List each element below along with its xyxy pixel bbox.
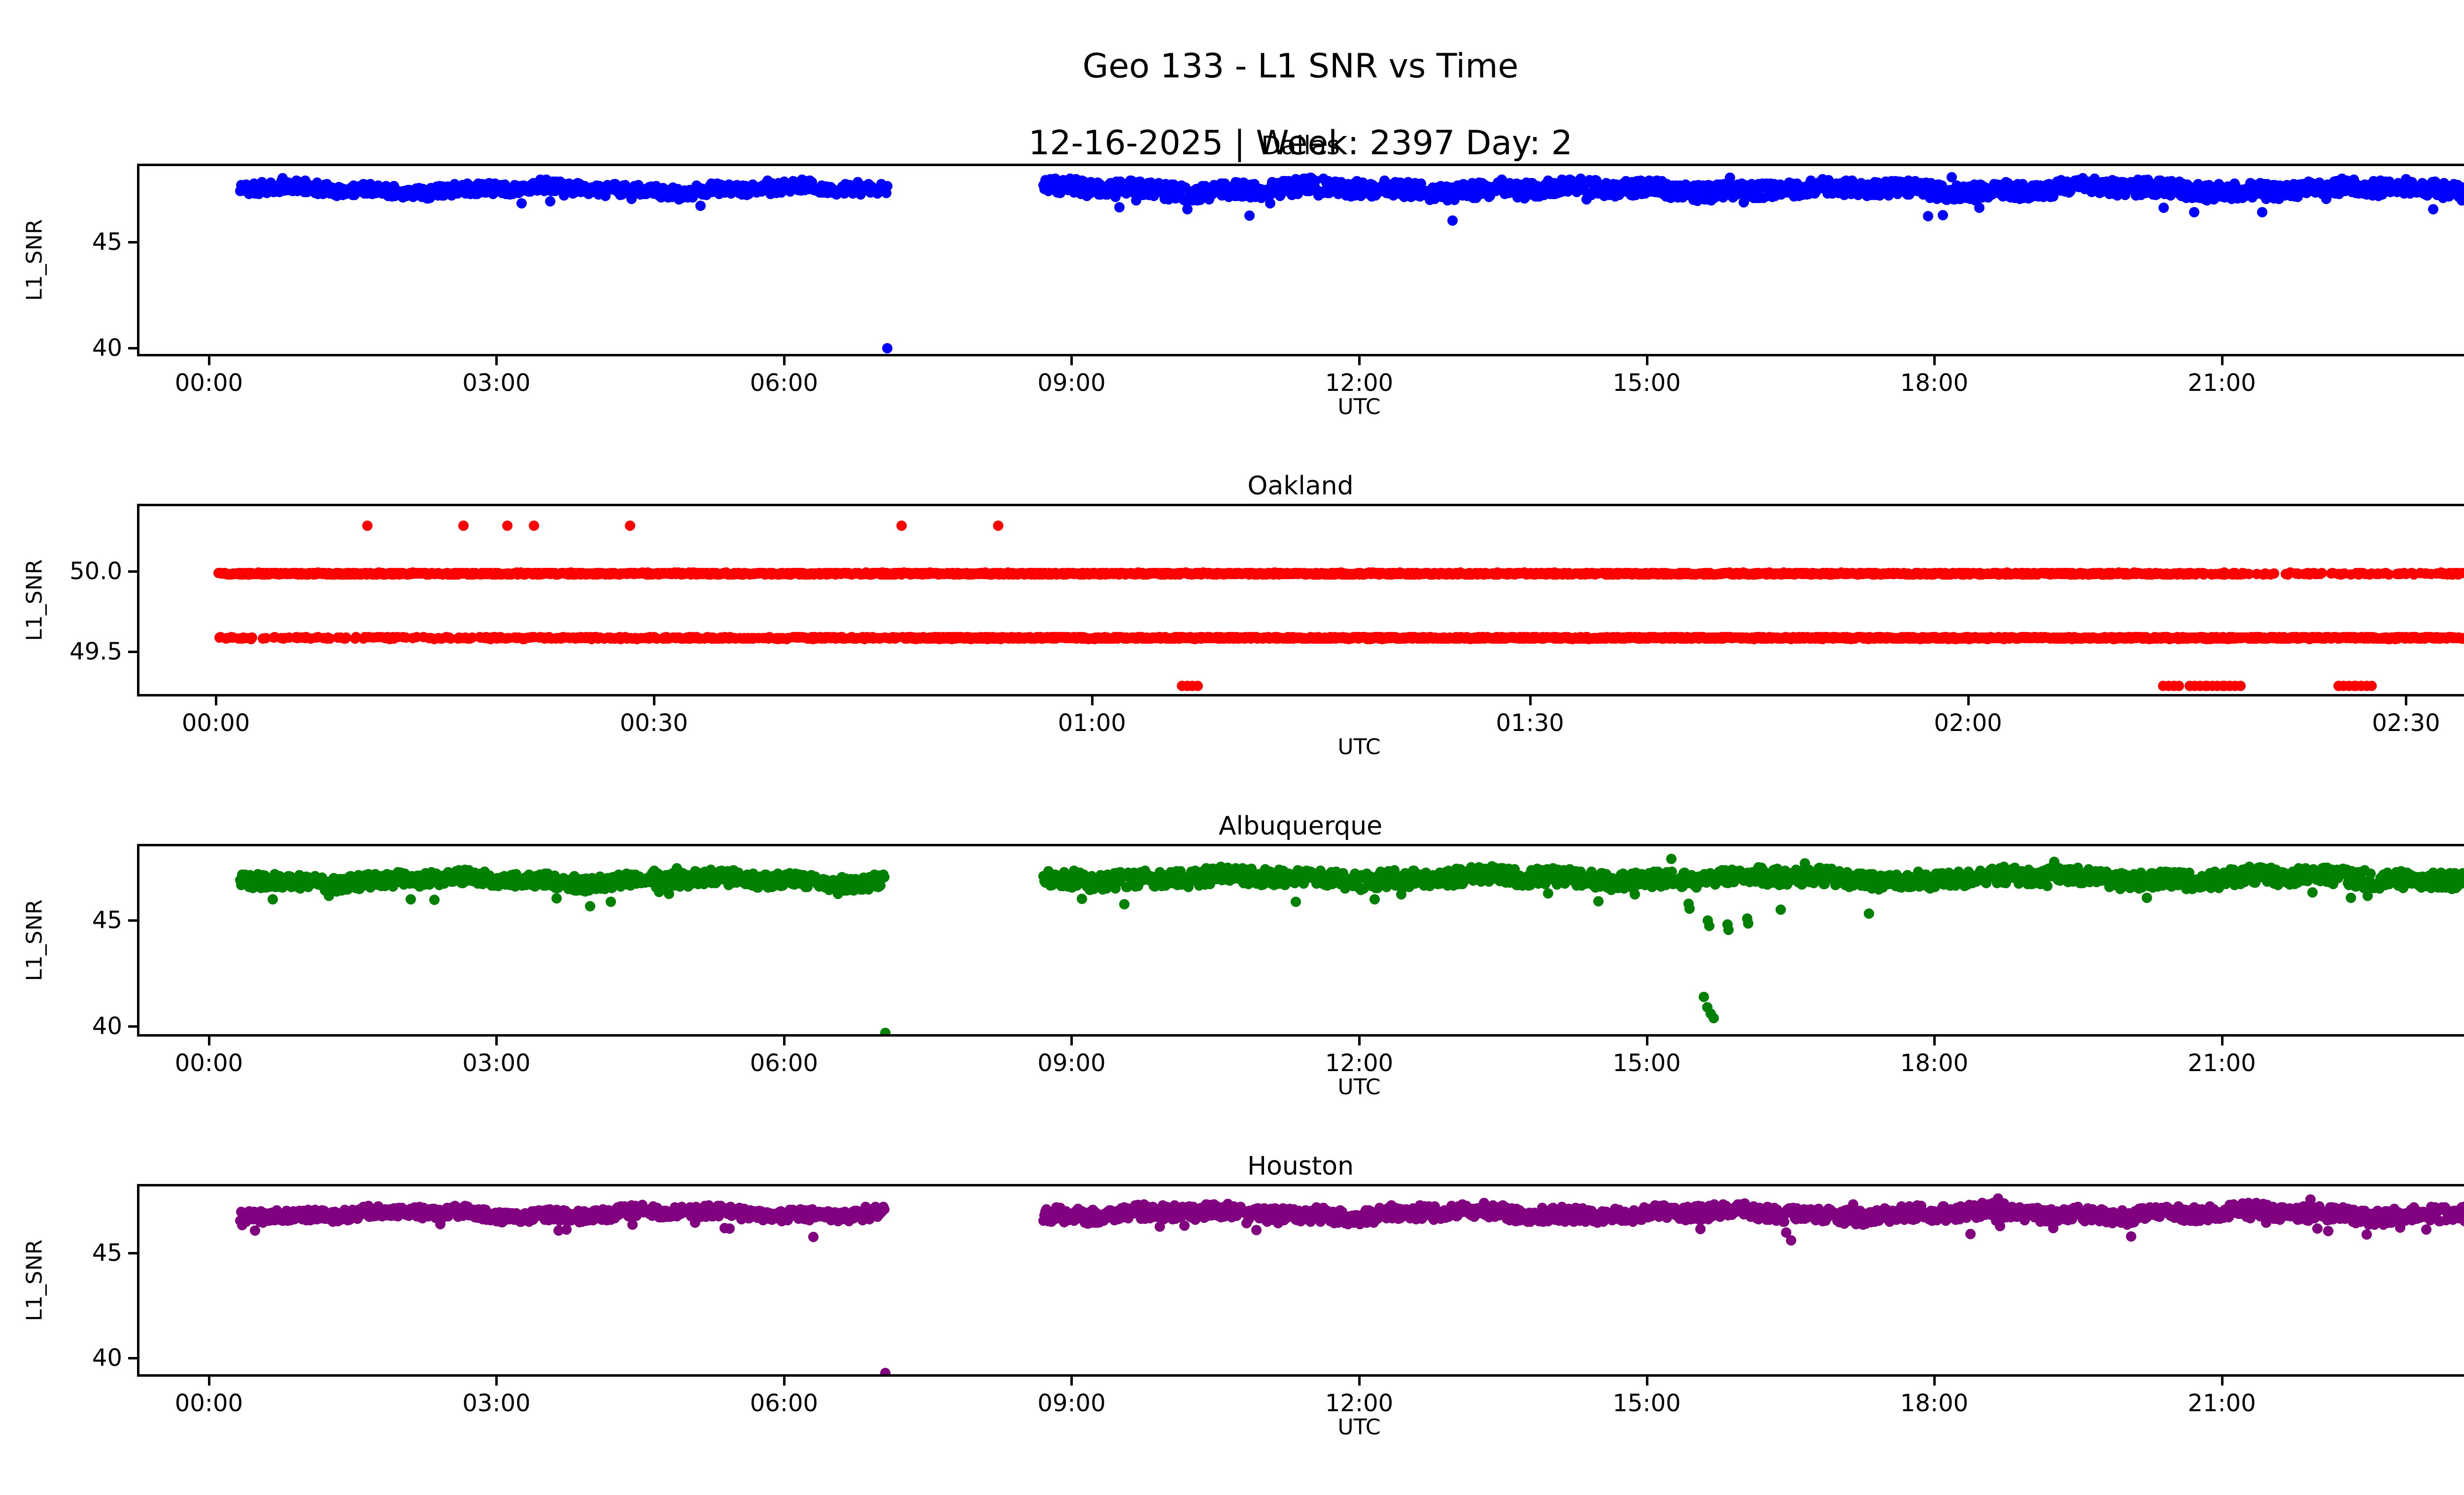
data-point [1974, 202, 1985, 213]
x-tick-label: 03:00 [462, 369, 531, 397]
figure-title: Geo 133 - L1 SNR vs Time 12-16-2025 | We… [0, 9, 2464, 163]
plot-area-oakland [137, 504, 2464, 696]
x-tick-label: 18:00 [1900, 369, 1969, 397]
data-point [516, 198, 527, 209]
data-point [545, 196, 556, 207]
data-point [695, 201, 706, 211]
x-tick-mark [783, 356, 786, 365]
data-point [1244, 210, 1255, 221]
data-point [1922, 210, 1933, 221]
x-tick-label: 12:00 [1325, 369, 1394, 397]
y-tick-label: 45 [92, 228, 122, 256]
y-tick-label: 40 [92, 334, 122, 362]
data-point [2428, 204, 2438, 215]
figure-title-line2: 12-16-2025 | Week: 2397 Day: 2 [1028, 124, 1573, 163]
data-point [2158, 203, 2169, 213]
x-axis-label: UTC [1337, 394, 1381, 419]
x-tick-label: 06:00 [750, 369, 819, 397]
figure-title-line1: Geo 133 - L1 SNR vs Time [1082, 47, 1519, 86]
plot-area-dallas [137, 164, 2464, 356]
data-point [1937, 210, 1948, 221]
x-tick-mark [1933, 356, 1936, 365]
data-point [2316, 568, 2327, 578]
x-tick-mark [495, 356, 498, 365]
data-point [2268, 568, 2279, 579]
x-tick-mark [1358, 356, 1361, 365]
subplot-title-dallas: Dallas [1261, 131, 1340, 161]
x-tick-mark [1645, 356, 1648, 365]
subplot-title-oakland: Oakland [1247, 471, 1354, 501]
x-tick-label: 21:00 [2188, 369, 2256, 397]
data-point [882, 343, 892, 354]
data-point [1265, 198, 1276, 209]
x-tick-label: 00:00 [174, 369, 243, 397]
x-tick-mark [207, 356, 210, 365]
data-point [2257, 207, 2268, 217]
y-tick-mark [128, 241, 137, 243]
data-point [1114, 202, 1125, 212]
data-point [2189, 207, 2200, 217]
x-tick-label: 09:00 [1037, 369, 1106, 397]
y-axis-label: L1_SNR [22, 219, 47, 301]
x-tick-mark [1070, 356, 1073, 365]
data-point [1182, 204, 1193, 215]
data-point [1447, 215, 1458, 226]
x-tick-label: 00:00 [2435, 371, 2464, 395]
y-tick-mark [128, 347, 137, 349]
x-tick-label: 15:00 [1612, 369, 1681, 397]
data-point [882, 181, 892, 192]
data-point [246, 632, 257, 643]
x-tick-mark [2221, 356, 2224, 365]
